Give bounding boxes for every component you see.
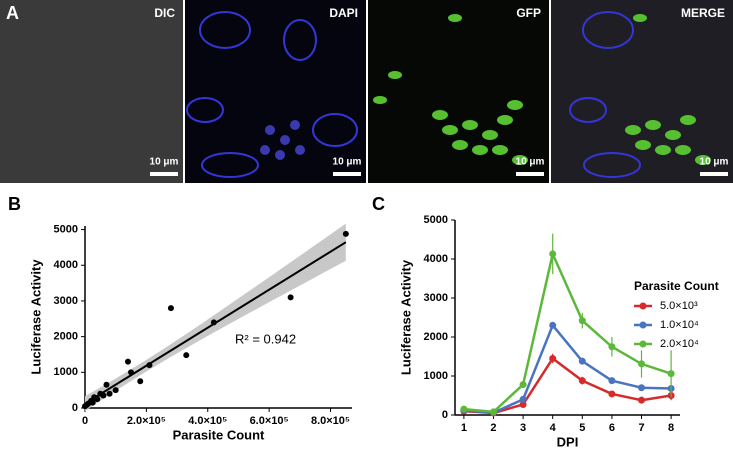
- microscopy-panels: A DIC DAPI GFP MERGE 10 μm 10 μm 10 μm 1…: [0, 0, 733, 183]
- y-tick-label: 3000: [424, 292, 448, 304]
- parasites: [373, 14, 711, 165]
- legend-label: 5.0×10³: [660, 300, 698, 312]
- y-tick-label: 5000: [424, 214, 448, 226]
- point: [519, 400, 527, 408]
- scale-bars: [150, 172, 728, 176]
- dic-image: [0, 0, 183, 183]
- scale-label: 10 μm: [333, 157, 362, 168]
- point: [578, 317, 586, 325]
- panel-label: B: [8, 194, 21, 214]
- x-axis-label: DPI: [557, 434, 579, 449]
- x-tick-label: 4: [550, 422, 557, 434]
- y-tick-label: 2000: [54, 331, 78, 343]
- x-tick-label: 0: [82, 415, 88, 427]
- legend-marker: [639, 340, 647, 348]
- nuclei-small: [260, 120, 305, 160]
- point: [128, 369, 135, 376]
- x-tick-label: 6.0×10⁵: [250, 415, 289, 427]
- y-tick-label: 1000: [424, 370, 448, 382]
- x-tick-label: 2.0×10⁵: [127, 415, 166, 427]
- point: [578, 357, 586, 365]
- annotation: R² = 0.942: [235, 331, 296, 346]
- panel-label: C: [372, 194, 385, 214]
- legend-marker: [639, 321, 647, 329]
- dapi-image: [185, 0, 366, 183]
- point: [608, 343, 616, 351]
- x-tick-label: 8.0×10⁵: [311, 415, 350, 427]
- point: [167, 305, 174, 312]
- point: [578, 377, 586, 385]
- x-tick-label: 1: [461, 422, 467, 434]
- merge-image: [551, 0, 733, 183]
- point: [638, 384, 646, 392]
- point: [549, 250, 557, 258]
- x-tick-label: 7: [638, 422, 644, 434]
- x-tick-label: 6: [609, 422, 615, 434]
- point: [638, 360, 646, 368]
- x-tick-label: 4.0×10⁵: [188, 415, 227, 427]
- point: [137, 378, 144, 385]
- nuclei: [186, 11, 641, 178]
- y-axis-label: Luciferase Activity: [398, 259, 413, 375]
- point: [519, 381, 527, 389]
- y-tick-label: 0: [442, 409, 448, 421]
- point: [489, 408, 497, 416]
- point: [638, 396, 646, 404]
- panel-label: A: [6, 3, 19, 23]
- panel-title: MERGE: [681, 6, 725, 20]
- y-axis-label: Luciferase Activity: [28, 259, 43, 375]
- x-tick-label: 8: [668, 422, 674, 434]
- point: [460, 405, 468, 413]
- point: [124, 358, 131, 365]
- panel-title: GFP: [516, 6, 541, 20]
- series-line: [463, 249, 672, 414]
- point: [608, 377, 616, 385]
- x-tick-label: 5: [579, 422, 585, 434]
- series-line: [463, 322, 672, 414]
- point: [519, 395, 527, 403]
- panel-title: DIC: [154, 6, 175, 20]
- point: [183, 352, 190, 359]
- y-tick-label: 4000: [54, 259, 78, 271]
- y-tick-label: 5000: [54, 223, 78, 235]
- point: [94, 396, 101, 403]
- scale-label: 10 μm: [150, 157, 179, 168]
- legend-label: 1.0×10⁴: [660, 319, 699, 331]
- point: [210, 319, 217, 326]
- y-tick-label: 3000: [54, 295, 78, 307]
- legend-label: 2.0×10⁴: [660, 338, 699, 350]
- panel-title: DAPI: [329, 6, 358, 20]
- y-tick-label: 4000: [424, 253, 448, 265]
- y-tick-label: 2000: [424, 331, 448, 343]
- confidence-band: [85, 223, 346, 412]
- point: [89, 399, 96, 406]
- point: [608, 390, 616, 398]
- legend-title: Parasite Count: [634, 279, 719, 293]
- scale-label: 10 μm: [516, 157, 545, 168]
- x-tick-label: 3: [520, 422, 526, 434]
- point: [106, 390, 113, 397]
- legend-marker: [639, 302, 647, 310]
- point: [287, 294, 294, 301]
- point: [112, 387, 119, 394]
- point: [549, 354, 557, 362]
- point: [146, 362, 153, 369]
- y-tick-label: 1000: [54, 366, 78, 378]
- point: [103, 381, 110, 388]
- point: [667, 370, 675, 378]
- x-axis-label: Parasite Count: [173, 427, 265, 442]
- scale-label: 10 μm: [700, 157, 729, 168]
- point: [549, 321, 557, 329]
- point: [100, 392, 107, 399]
- y-tick-label: 0: [72, 402, 78, 414]
- x-tick-label: 2: [490, 422, 496, 434]
- gfp-image: [368, 0, 549, 183]
- point: [342, 230, 349, 237]
